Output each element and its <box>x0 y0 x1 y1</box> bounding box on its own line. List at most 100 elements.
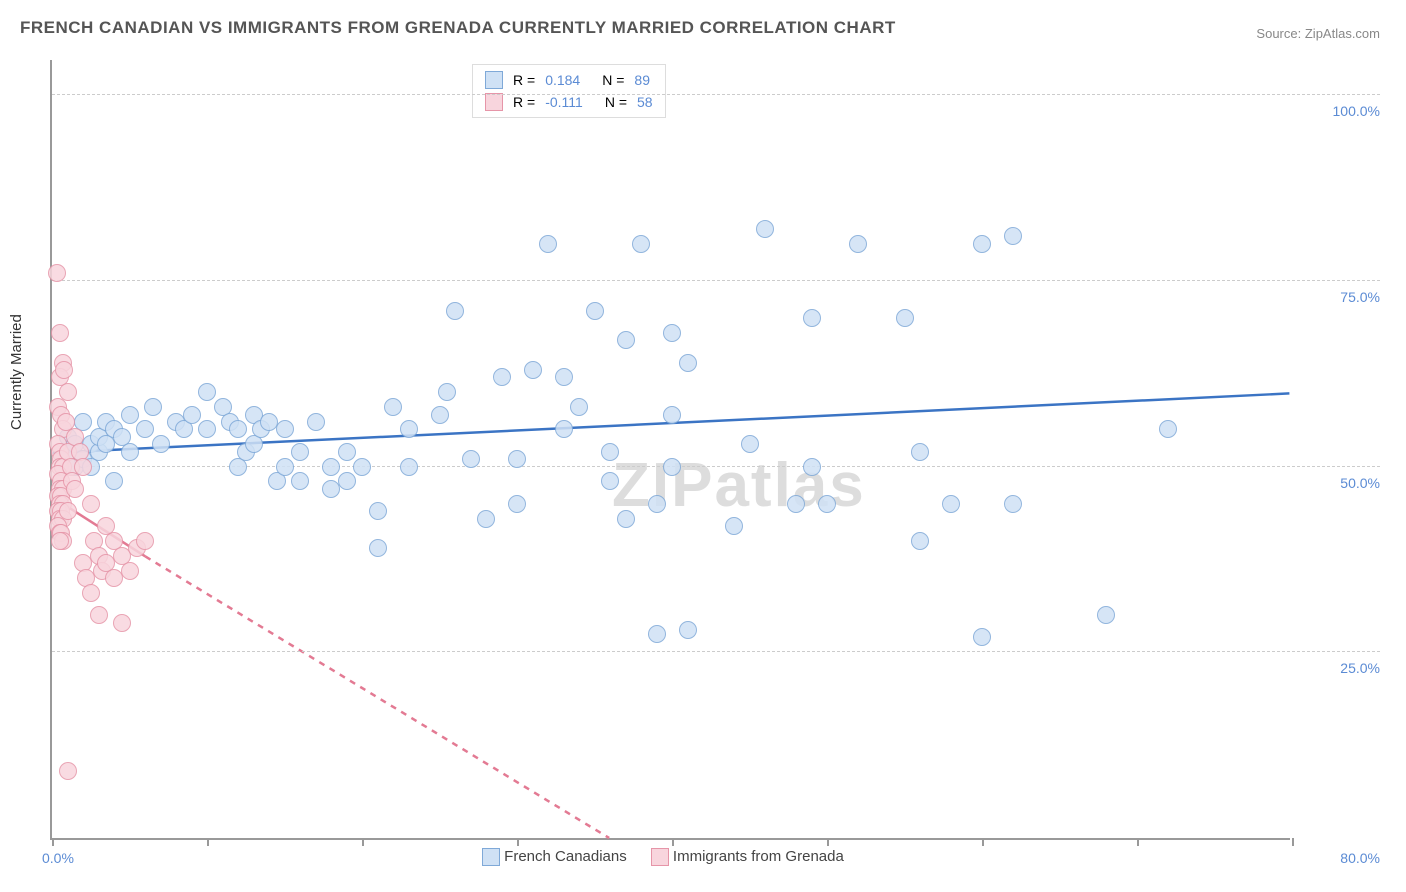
correlation-legend: R =0.184N =89R =-0.111N =58 <box>472 64 666 118</box>
x-tick <box>207 838 209 846</box>
scatter-point-fc <box>911 532 929 550</box>
legend-stat-row: R = 0.184 N = 89 <box>485 69 653 91</box>
scatter-point-gr <box>59 762 77 780</box>
scatter-point-fc <box>648 625 666 643</box>
scatter-point-gr <box>82 584 100 602</box>
y-axis-title: Currently Married <box>8 314 25 430</box>
scatter-point-fc <box>570 398 588 416</box>
gridline-h <box>52 94 1380 95</box>
scatter-point-fc <box>276 458 294 476</box>
scatter-point-fc <box>431 406 449 424</box>
plot-area: ZIPatlas R =0.184N =89R =-0.111N =58 Fre… <box>50 60 1290 840</box>
scatter-point-fc <box>508 495 526 513</box>
x-tick <box>827 838 829 846</box>
scatter-point-fc <box>338 472 356 490</box>
scatter-point-fc <box>787 495 805 513</box>
scatter-point-fc <box>322 458 340 476</box>
scatter-point-fc <box>369 539 387 557</box>
scatter-point-fc <box>438 383 456 401</box>
scatter-point-fc <box>338 443 356 461</box>
scatter-point-fc <box>121 406 139 424</box>
legend-swatch <box>485 93 503 111</box>
scatter-point-fc <box>663 406 681 424</box>
r-value: 0.184 <box>545 69 580 91</box>
scatter-point-fc <box>105 472 123 490</box>
scatter-point-fc <box>849 235 867 253</box>
legend-swatch <box>485 71 503 89</box>
scatter-point-fc <box>400 458 418 476</box>
scatter-point-fc <box>508 450 526 468</box>
scatter-point-gr <box>136 532 154 550</box>
source-credit: Source: ZipAtlas.com <box>1256 26 1380 41</box>
scatter-point-fc <box>276 420 294 438</box>
n-value: 89 <box>634 69 650 91</box>
legend-swatch <box>651 848 669 866</box>
y-tick-label: 100.0% <box>1333 103 1380 119</box>
scatter-point-fc <box>911 443 929 461</box>
scatter-point-fc <box>601 443 619 461</box>
legend-item: French Canadians <box>482 848 627 866</box>
scatter-point-fc <box>679 354 697 372</box>
scatter-point-fc <box>291 443 309 461</box>
scatter-point-fc <box>183 406 201 424</box>
scatter-point-fc <box>524 361 542 379</box>
x-tick <box>1292 838 1294 846</box>
chart-title: FRENCH CANADIAN VS IMMIGRANTS FROM GRENA… <box>20 18 896 38</box>
scatter-point-gr <box>113 614 131 632</box>
scatter-point-fc <box>198 420 216 438</box>
scatter-point-gr <box>51 324 69 342</box>
scatter-point-fc <box>462 450 480 468</box>
scatter-point-fc <box>586 302 604 320</box>
scatter-point-fc <box>493 368 511 386</box>
x-axis-max-label: 80.0% <box>1340 850 1380 866</box>
scatter-point-fc <box>539 235 557 253</box>
x-tick <box>52 838 54 846</box>
scatter-point-fc <box>803 458 821 476</box>
legend-label: Immigrants from Grenada <box>673 848 844 865</box>
legend-item: Immigrants from Grenada <box>651 848 844 866</box>
scatter-point-fc <box>1159 420 1177 438</box>
scatter-point-fc <box>942 495 960 513</box>
scatter-point-gr <box>51 532 69 550</box>
scatter-point-fc <box>152 435 170 453</box>
scatter-point-fc <box>818 495 836 513</box>
y-tick-label: 50.0% <box>1340 475 1380 491</box>
n-label: N = <box>602 69 624 91</box>
scatter-point-gr <box>74 458 92 476</box>
scatter-point-fc <box>555 420 573 438</box>
scatter-point-fc <box>291 472 309 490</box>
scatter-point-fc <box>973 628 991 646</box>
scatter-point-fc <box>601 472 619 490</box>
r-label: R = <box>513 69 535 91</box>
scatter-point-fc <box>648 495 666 513</box>
scatter-point-fc <box>307 413 325 431</box>
scatter-point-fc <box>121 443 139 461</box>
scatter-point-fc <box>756 220 774 238</box>
scatter-point-fc <box>803 309 821 327</box>
x-tick <box>362 838 364 846</box>
legend-label: French Canadians <box>504 848 627 865</box>
scatter-point-gr <box>121 562 139 580</box>
source-label: Source: <box>1256 26 1301 41</box>
gridline-h <box>52 280 1380 281</box>
scatter-point-fc <box>1004 227 1022 245</box>
scatter-point-fc <box>555 368 573 386</box>
scatter-point-fc <box>353 458 371 476</box>
trend-line-gr <box>145 556 609 838</box>
scatter-point-gr <box>82 495 100 513</box>
scatter-point-gr <box>59 502 77 520</box>
scatter-point-gr <box>48 264 66 282</box>
x-axis-min-label: 0.0% <box>42 850 74 866</box>
scatter-point-fc <box>679 621 697 639</box>
scatter-point-fc <box>400 420 418 438</box>
scatter-point-fc <box>369 502 387 520</box>
scatter-point-fc <box>229 420 247 438</box>
series-legend: French Canadians Immigrants from Grenada <box>482 848 844 866</box>
x-tick <box>517 838 519 846</box>
scatter-point-fc <box>1097 606 1115 624</box>
scatter-point-fc <box>477 510 495 528</box>
scatter-point-gr <box>66 480 84 498</box>
scatter-point-fc <box>136 420 154 438</box>
y-tick-label: 25.0% <box>1340 660 1380 676</box>
y-tick-label: 75.0% <box>1340 289 1380 305</box>
